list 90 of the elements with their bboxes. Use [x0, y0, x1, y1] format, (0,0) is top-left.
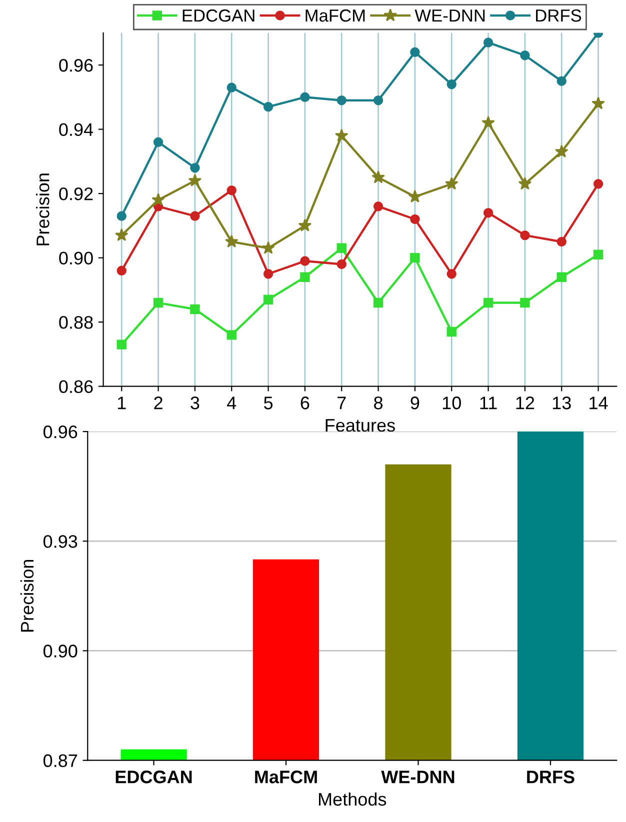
point: [153, 298, 164, 308]
y-axis-title: Precision: [20, 560, 34, 632]
legend-label: WE-DNN: [414, 10, 485, 22]
y-tick-label: 0.87: [43, 754, 78, 768]
point: [152, 193, 165, 206]
x-tick-label: 5: [264, 396, 273, 410]
point: [116, 211, 126, 221]
x-tick-label: EDCGAN: [116, 770, 192, 784]
y-tick-label: 0.96: [43, 425, 78, 438]
x-tick-label: DRFS: [527, 770, 574, 784]
point: [263, 269, 274, 279]
point: [263, 102, 274, 112]
x-tick-label: 3: [190, 396, 200, 410]
point: [373, 95, 384, 106]
y-tick-label: 0.96: [59, 58, 93, 72]
point: [556, 236, 566, 247]
x-tick-label: 9: [410, 396, 420, 410]
point: [188, 174, 202, 186]
point: [593, 179, 604, 189]
point: [410, 47, 420, 58]
point: [556, 76, 566, 86]
point: [373, 298, 384, 308]
y-tick-label: 0.86: [59, 380, 93, 394]
x-tick-label: 14: [590, 396, 608, 410]
point: [336, 243, 346, 254]
point: [153, 137, 164, 147]
x-tick-label: 1: [118, 396, 126, 410]
point: [263, 294, 274, 304]
x-tick-label: 12: [516, 396, 534, 410]
x-tick-label: 10: [442, 396, 461, 410]
x-tick-label: 6: [300, 396, 310, 410]
legend-label: DRFS: [536, 9, 582, 22]
point: [410, 214, 420, 224]
point: [190, 304, 200, 314]
point: [483, 38, 494, 48]
y-tick-label: 0.90: [43, 644, 78, 658]
point: [300, 256, 310, 266]
point: [372, 170, 385, 184]
point: [446, 269, 456, 279]
point: [483, 298, 494, 308]
y-axis-title: Precision: [36, 174, 50, 246]
point: [446, 79, 456, 90]
y-tick-label: 0.94: [59, 123, 94, 136]
x-tick-label: 2: [154, 396, 162, 410]
point: [226, 330, 236, 340]
y-tick-label: 0.92: [59, 187, 93, 200]
point: [483, 208, 494, 218]
point: [226, 185, 236, 196]
point: [554, 144, 568, 158]
x-tick-label: 13: [552, 396, 571, 410]
point: [408, 190, 422, 203]
point: [520, 230, 530, 240]
x-axis-title: Features: [326, 419, 395, 432]
point: [190, 211, 200, 221]
point: [116, 340, 126, 350]
point: [224, 234, 238, 248]
point: [593, 250, 604, 260]
legend-label: MaFCM: [306, 9, 365, 22]
x-tick-label: WE-DNN: [381, 770, 454, 784]
point: [298, 218, 312, 232]
point: [262, 241, 275, 254]
point: [373, 202, 384, 212]
point: [410, 252, 420, 263]
y-tick-label: 0.93: [43, 535, 78, 548]
point: [482, 116, 495, 129]
point: [226, 82, 236, 92]
point: [592, 96, 605, 110]
point: [446, 326, 456, 337]
x-axis-title: Methods: [318, 792, 386, 806]
point: [518, 176, 532, 190]
point: [520, 298, 530, 308]
point: [300, 92, 310, 102]
point: [300, 272, 310, 282]
y-tick-label: 0.90: [59, 252, 93, 265]
point: [114, 228, 128, 242]
point: [190, 162, 200, 173]
point: [334, 128, 348, 142]
x-tick-label: 8: [374, 396, 383, 410]
x-tick-label: 7: [338, 396, 346, 410]
x-tick-label: 11: [480, 396, 497, 410]
point: [336, 95, 346, 106]
point: [336, 259, 346, 270]
point: [520, 50, 530, 60]
x-tick-label: 4: [227, 396, 236, 410]
point: [116, 266, 126, 276]
y-tick-label: 0.88: [59, 316, 93, 329]
legend-label: EDCGAN: [182, 9, 254, 22]
point: [556, 272, 566, 282]
point: [444, 176, 458, 190]
x-tick-label: MaFCM: [255, 770, 317, 784]
